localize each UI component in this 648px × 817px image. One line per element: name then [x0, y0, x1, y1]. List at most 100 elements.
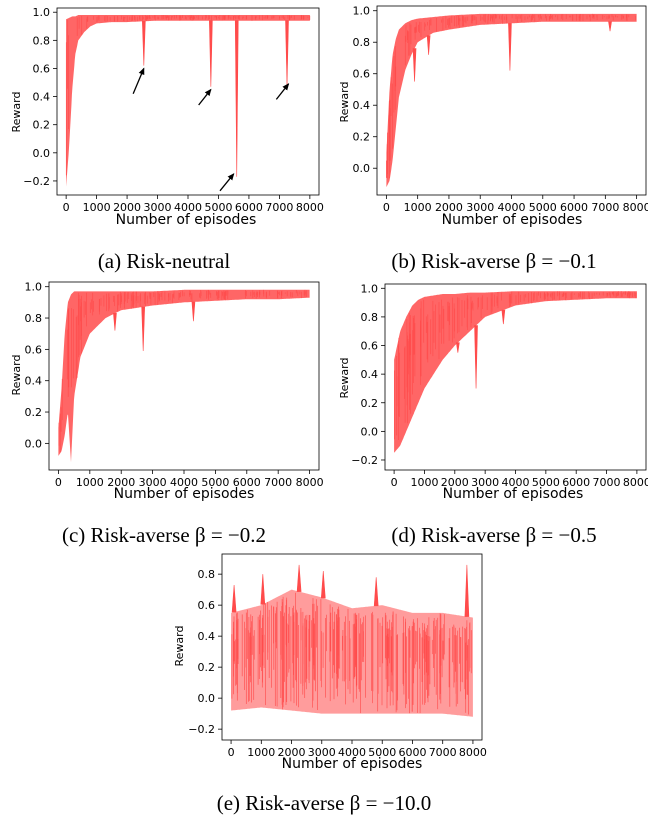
chart-b-xtick-label: 0 [383, 201, 390, 214]
chart-a-ytick-label: 1.0 [33, 6, 51, 19]
chart-d-xtick-label: 1000 [410, 476, 438, 489]
chart-e-peak [231, 584, 237, 613]
chart-d-ytick-label: 0.4 [361, 368, 379, 381]
chart-a-ytick-label: 0.4 [33, 91, 51, 104]
chart-d-xtick-label: 7000 [593, 476, 621, 489]
chart-e-ytick-label: 0.6 [198, 599, 216, 612]
chart-a-arrow [219, 173, 235, 192]
chart-b-ytick-label: 0.2 [353, 131, 371, 144]
chart-d-xtick-label: 6000 [562, 476, 590, 489]
chart-a-dip [142, 20, 146, 66]
chart-a-dip [209, 20, 213, 87]
chart-a-xtick-label: 5000 [204, 201, 232, 214]
chart-a-band [66, 15, 310, 187]
chart-a-xlabel: Number of episodes [116, 212, 257, 228]
chart-b-dip [508, 23, 512, 71]
chart-a-dip [285, 20, 289, 87]
chart-a-xtick-label: 3000 [144, 201, 172, 214]
chart-a-xtick-label: 8000 [296, 201, 324, 214]
chart-c-ytick-label: 1.0 [25, 281, 43, 294]
chart-c-dip [113, 313, 117, 331]
chart-d-xtick-label: 4000 [502, 476, 530, 489]
chart-a-xtick-label: 0 [63, 201, 70, 214]
chart-a-arrow [198, 88, 212, 106]
chart-d-xtick-label: 8000 [623, 476, 648, 489]
chart-b-ytick-label: 0.6 [353, 68, 371, 81]
chart-e-ytick-label: 0.4 [198, 630, 216, 643]
chart-d-ytick-label: 0.8 [361, 311, 379, 324]
chart-b-ytick-label: 0.4 [353, 99, 371, 112]
chart-a-ytick-label: 0.2 [33, 119, 51, 132]
chart-e-peak [260, 574, 266, 605]
chart-a-spikes [65, 15, 311, 176]
caption-e: (e) Risk-averse β = −10.0 [217, 791, 432, 815]
chart-e-xtick-label: 0 [228, 746, 235, 759]
chart-c-ytick-label: 0.2 [25, 406, 43, 419]
chart-a-arrow [275, 83, 290, 100]
chart-c-dip [141, 306, 145, 351]
chart-b-dip [608, 21, 612, 32]
chart-e-ytick-label: 0.0 [198, 692, 216, 705]
chart-b-xtick-label: 4000 [498, 201, 526, 214]
chart-d-xtick-label: 3000 [471, 476, 499, 489]
chart-d-band [394, 291, 637, 453]
chart-e-xtick-label: 2000 [278, 746, 306, 759]
chart-d-xtick-label: 0 [391, 476, 398, 489]
chart-e-xlabel: Number of episodes [282, 756, 423, 772]
chart-c-xtick-label: 5000 [201, 476, 229, 489]
chart-c-xtick-label: 8000 [296, 476, 324, 489]
chart-c-series [58, 289, 310, 463]
chart-d-dip [455, 342, 460, 353]
chart-a-ytick-label: −0.2 [23, 175, 50, 188]
panel-a: Reward Number of episodes (a) Risk-neutr… [10, 6, 324, 273]
chart-b-dip [426, 35, 431, 55]
chart-e-xtick-label: 5000 [368, 746, 396, 759]
chart-d-ytick-label: 0.0 [361, 425, 379, 438]
chart-a-ytick-label: 0.6 [33, 62, 51, 75]
panel-d: Reward Number of episodes (d) Risk-avers… [338, 282, 648, 547]
caption-d: (d) Risk-averse β = −0.5 [391, 523, 596, 547]
chart-b-ytick-label: 0.8 [353, 36, 371, 49]
chart-c-xtick-label: 2000 [107, 476, 135, 489]
chart-b-spikes [386, 13, 637, 179]
chart-c-ytick-label: 0.4 [25, 375, 43, 388]
chart-d-ytick-label: 1.0 [361, 282, 379, 295]
chart-e-ytick-label: 0.2 [198, 661, 216, 674]
chart-b-band [386, 13, 637, 188]
chart-b-xlabel: Number of episodes [442, 212, 583, 228]
chart-d-ytick-label: −0.2 [351, 454, 378, 467]
chart-a-xtick-label: 6000 [235, 201, 263, 214]
chart-b-series [386, 13, 637, 188]
chart-c-ytick-label: 0.0 [25, 437, 43, 450]
panel-c: Reward Number of episodes (c) Risk-avers… [10, 281, 324, 547]
chart-a-xtick-label: 1000 [83, 201, 111, 214]
chart-c-xtick-label: 1000 [76, 476, 104, 489]
chart-d-ytick-label: 0.6 [361, 340, 379, 353]
chart-e-xtick-label: 1000 [247, 746, 275, 759]
chart-c-ytick-label: 0.6 [25, 343, 43, 356]
chart-a-series [65, 15, 311, 187]
chart-d-xtick-label: 5000 [532, 476, 560, 489]
chart-a-xtick-label: 2000 [113, 201, 141, 214]
chart-e-xtick-label: 3000 [308, 746, 336, 759]
chart-d-dip [501, 309, 506, 325]
chart-e-xtick-label: 7000 [429, 746, 457, 759]
chart-e-ytick-label: 0.8 [198, 568, 216, 581]
chart-a-xtick-label: 4000 [174, 201, 202, 214]
chart-d-series [394, 291, 637, 453]
chart-c-spikes [58, 289, 307, 453]
panel-e: Reward Number of episodes (e) Risk-avers… [173, 553, 487, 815]
chart-c-xtick-label: 4000 [170, 476, 198, 489]
chart-d-spikes [394, 291, 637, 440]
chart-b-xtick-label: 7000 [591, 201, 619, 214]
chart-e-xtick-label: 4000 [338, 746, 366, 759]
chart-b-xtick-label: 3000 [466, 201, 494, 214]
chart-b-xtick-label: 5000 [529, 201, 557, 214]
chart-e-xtick-label: 8000 [459, 746, 487, 759]
chart-c-xtick-label: 7000 [264, 476, 292, 489]
chart-a-arrow [132, 67, 145, 95]
chart-b-ytick-label: 1.0 [353, 5, 371, 18]
chart-e-xtick-label: 6000 [398, 746, 426, 759]
chart-c-xtick-label: 0 [55, 476, 62, 489]
